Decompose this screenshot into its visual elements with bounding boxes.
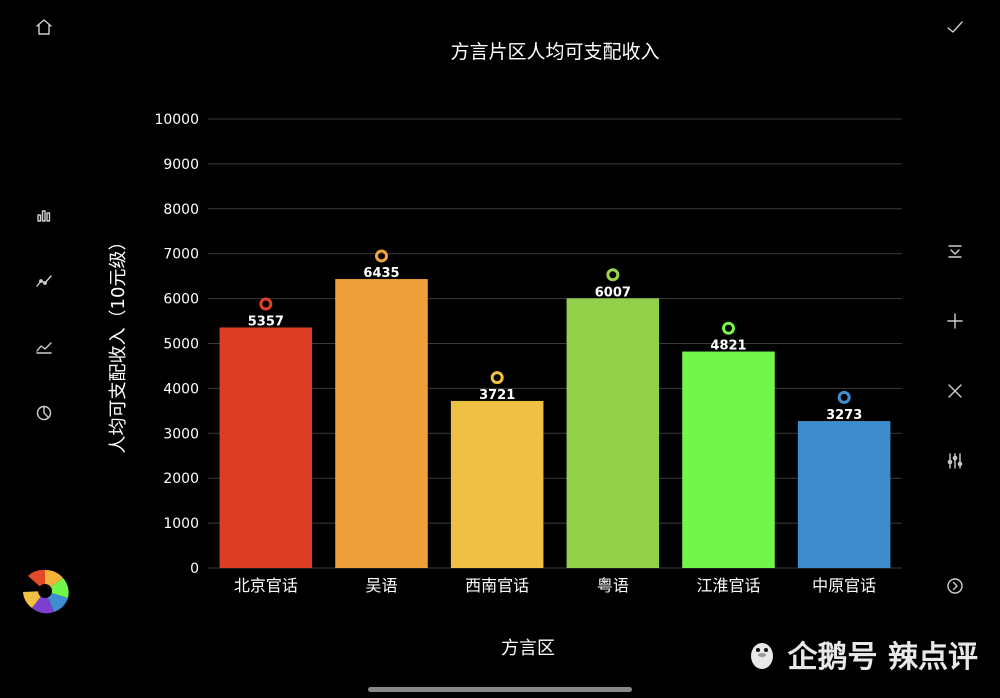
plus-icon[interactable] bbox=[944, 310, 966, 332]
y-tick-label: 2000 bbox=[163, 471, 199, 487]
data-label: 3721 bbox=[479, 388, 515, 403]
y-tick-label: 9000 bbox=[163, 157, 199, 173]
y-tick-label: 7000 bbox=[163, 247, 199, 263]
y-axis-label: 人均可支配收入（10元级） bbox=[108, 233, 129, 454]
x-tick-label: 北京官话 bbox=[234, 576, 298, 595]
data-label: 6435 bbox=[363, 266, 399, 281]
chart-title: 方言片区人均可支配收入 bbox=[450, 41, 659, 63]
bar bbox=[219, 327, 313, 568]
penguin-logo-icon bbox=[750, 643, 773, 669]
y-axis-ticks: 0 1000 2000 3000 4000 5000 6000 7000 8000 9000 100… bbox=[154, 112, 199, 577]
data-label: 6007 bbox=[595, 285, 631, 300]
bar bbox=[450, 400, 544, 568]
app-logo-icon bbox=[18, 568, 72, 614]
x-tick-label: 中原官话 bbox=[812, 576, 876, 595]
marker-point bbox=[837, 390, 851, 404]
home-icon[interactable] bbox=[33, 16, 55, 38]
x-axis-ticks: 北京官话 吴语 西南官话 粤语 江淮官话 中原官话 bbox=[234, 576, 876, 595]
bar bbox=[682, 351, 775, 568]
x-tick-label: 西南官话 bbox=[465, 576, 529, 595]
y-tick-label: 6000 bbox=[163, 292, 199, 308]
close-icon[interactable] bbox=[944, 380, 966, 402]
home-indicator[interactable] bbox=[368, 687, 632, 692]
watermark-text: 企鹅号 辣点评 bbox=[787, 640, 978, 675]
marker-point bbox=[722, 321, 735, 335]
x-axis-label: 方言区 bbox=[501, 638, 555, 659]
chevron-right-circle-icon[interactable] bbox=[944, 575, 966, 597]
bar bbox=[797, 421, 891, 568]
y-tick-label: 5000 bbox=[163, 337, 199, 353]
marker-point bbox=[490, 371, 504, 385]
sliders-icon[interactable] bbox=[944, 450, 966, 472]
y-tick-label: 1000 bbox=[163, 516, 199, 532]
line-chart-icon[interactable] bbox=[33, 270, 55, 292]
bar bbox=[335, 279, 428, 568]
pie-chart-icon[interactable] bbox=[33, 402, 55, 424]
data-label: 4821 bbox=[710, 339, 746, 354]
check-icon[interactable] bbox=[944, 16, 966, 38]
y-tick-label: 10000 bbox=[154, 112, 199, 128]
data-label: 3273 bbox=[826, 408, 862, 423]
marker-point bbox=[606, 268, 620, 282]
bar bbox=[566, 298, 660, 568]
x-tick-label: 吴语 bbox=[365, 576, 397, 595]
gridlines bbox=[208, 118, 902, 569]
bar-chart-icon[interactable] bbox=[33, 204, 55, 226]
y-tick-label: 4000 bbox=[163, 381, 199, 397]
watermark: 企鹅号 辣点评 bbox=[744, 632, 978, 676]
marker-point bbox=[259, 297, 273, 311]
x-tick-label: 江淮官话 bbox=[696, 576, 760, 595]
x-tick-label: 粤语 bbox=[597, 576, 629, 595]
sort-icon[interactable] bbox=[944, 240, 966, 262]
bars: 5357 6435 3721 6007 4821 3273 bbox=[219, 249, 891, 568]
marker-point bbox=[375, 249, 388, 263]
data-label: 5357 bbox=[248, 314, 284, 329]
y-tick-label: 8000 bbox=[163, 202, 199, 218]
y-tick-label: 0 bbox=[190, 561, 199, 577]
y-tick-label: 3000 bbox=[163, 426, 199, 442]
area-chart-icon[interactable] bbox=[33, 336, 55, 358]
